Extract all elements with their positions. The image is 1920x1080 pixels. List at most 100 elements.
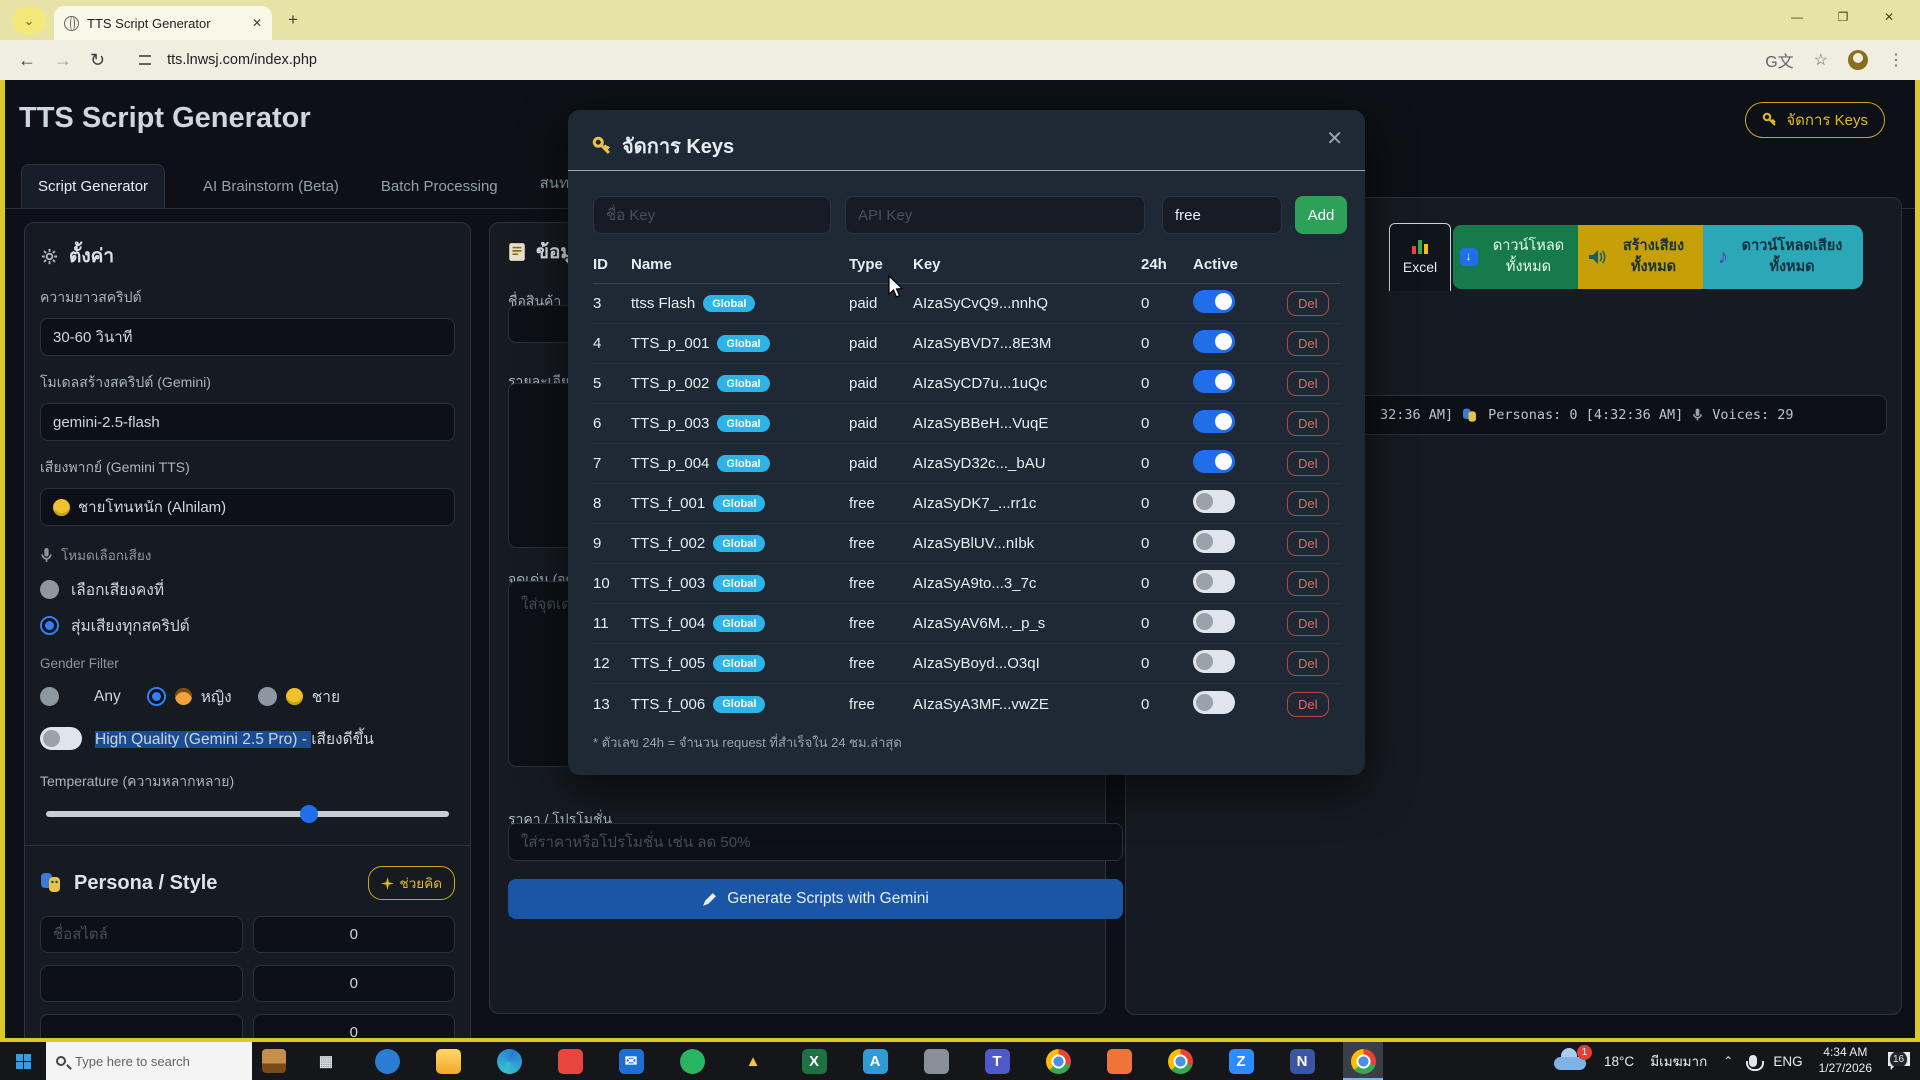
taskbar-app-button[interactable] — [1160, 1042, 1200, 1080]
taskbar-app-button[interactable] — [1038, 1042, 1078, 1080]
taskbar-search[interactable]: Type here to search — [46, 1042, 252, 1080]
active-toggle[interactable] — [1193, 690, 1235, 714]
start-button[interactable] — [0, 1053, 46, 1069]
weather-temp[interactable]: 18°C — [1604, 1053, 1635, 1069]
active-toggle[interactable] — [1193, 490, 1235, 513]
taskbar-app-button[interactable] — [1099, 1042, 1139, 1080]
delete-key-button[interactable]: Del — [1287, 491, 1329, 516]
active-toggle[interactable] — [1193, 290, 1235, 313]
active-toggle[interactable] — [1193, 650, 1235, 673]
delete-key-button[interactable]: Del — [1287, 411, 1329, 436]
excel-export-tab[interactable]: Excel — [1389, 223, 1451, 291]
tab-search-chevron-icon[interactable]: ⌄ — [12, 7, 46, 34]
site-info-icon[interactable] — [133, 48, 157, 72]
active-toggle[interactable] — [1193, 610, 1235, 633]
delete-key-button[interactable]: Del — [1287, 571, 1329, 596]
taskbar-app-button[interactable]: N — [1282, 1042, 1322, 1080]
profile-avatar[interactable] — [1848, 50, 1868, 70]
cloud-weather-icon[interactable]: 1 — [1554, 1045, 1593, 1072]
key-name-input[interactable] — [593, 196, 831, 234]
api-key-input[interactable] — [845, 196, 1145, 234]
browser-menu-icon[interactable]: ⋮ — [1888, 52, 1904, 69]
tab-item[interactable]: Batch Processing — [380, 178, 498, 195]
persona-help-button[interactable]: ช่วยคิด — [367, 866, 455, 900]
close-window-button[interactable]: ✕ — [1883, 10, 1895, 24]
minimize-button[interactable]: — — [1791, 10, 1803, 24]
back-button[interactable]: ← — [18, 49, 36, 70]
high-quality-row[interactable]: High Quality (Gemini 2.5 Pro) - เสียงดีข… — [40, 726, 455, 751]
gender-option[interactable]: Any — [40, 684, 121, 709]
model-input[interactable] — [40, 403, 455, 441]
generate-all-audio-button[interactable]: สร้างเสียง ทั้งหมด — [1578, 225, 1703, 289]
price-input[interactable] — [508, 823, 1123, 861]
delete-key-button[interactable]: Del — [1287, 611, 1329, 636]
notification-icon[interactable]: 16 — [1888, 1052, 1910, 1070]
delete-key-button[interactable]: Del — [1287, 291, 1329, 316]
taskbar-app-button[interactable] — [916, 1042, 956, 1080]
script-length-input[interactable] — [40, 318, 455, 356]
delete-key-button[interactable]: Del — [1287, 371, 1329, 396]
translate-icon[interactable]: G文 — [1765, 54, 1794, 71]
modal-close-button[interactable]: ✕ — [1326, 128, 1343, 150]
active-toggle[interactable] — [1193, 570, 1235, 593]
taskbar-app-button[interactable]: A — [855, 1042, 895, 1080]
tray-chevron-icon[interactable]: ⌃ — [1723, 1054, 1734, 1068]
weather-condition[interactable]: มีเมฆมาก — [1650, 1054, 1708, 1069]
voice-mode-option[interactable]: เลือกเสียงคงที่ — [40, 577, 455, 602]
manage-keys-button[interactable]: จัดการ Keys — [1745, 102, 1885, 138]
gender-option[interactable]: หญิง — [146, 684, 232, 709]
bookmark-star-icon[interactable]: ☆ — [1813, 52, 1828, 69]
reload-button[interactable]: ↻ — [90, 49, 106, 70]
high-quality-toggle[interactable] — [40, 727, 82, 750]
active-toggle[interactable] — [1193, 530, 1235, 553]
generate-scripts-button[interactable]: Generate Scripts with Gemini — [508, 879, 1123, 919]
taskbar-app-button[interactable]: ✉ — [611, 1042, 651, 1080]
taskbar-app-button[interactable]: X — [794, 1042, 834, 1080]
tab-item[interactable]: AI Brainstorm (Beta) — [203, 178, 339, 195]
radio-icon[interactable] — [40, 580, 59, 599]
voice-select[interactable]: ชายโทนหนัก (Alnilam) — [40, 488, 455, 526]
persona-style-input[interactable] — [40, 916, 243, 953]
slider-knob[interactable] — [299, 805, 318, 823]
tab-item[interactable]: Script Generator — [21, 164, 166, 208]
radio-icon[interactable] — [257, 687, 277, 706]
delete-key-button[interactable]: Del — [1287, 451, 1329, 476]
delete-key-button[interactable]: Del — [1287, 331, 1329, 356]
new-tab-button[interactable]: + — [288, 10, 298, 29]
active-toggle[interactable] — [1193, 330, 1235, 353]
taskbar-app-button[interactable] — [428, 1042, 468, 1080]
taskbar-app-button[interactable] — [489, 1042, 529, 1080]
language-indicator[interactable]: ENG — [1773, 1053, 1803, 1069]
persona-style-input[interactable] — [40, 965, 243, 1002]
browser-tab[interactable]: TTS Script Generator ✕ — [54, 6, 272, 40]
taskbar-app-button[interactable] — [550, 1042, 590, 1080]
delete-key-button[interactable]: Del — [1287, 651, 1329, 676]
close-tab-icon[interactable]: ✕ — [251, 16, 262, 30]
maximize-button[interactable]: ❐ — [1837, 10, 1849, 24]
search-highlights-icon[interactable] — [262, 1049, 286, 1073]
url-text[interactable]: tts.lnwsj.com/index.php — [167, 52, 317, 68]
clock[interactable]: 4:34 AM 1/27/2026 — [1819, 1045, 1872, 1076]
forward-button[interactable]: → — [54, 49, 72, 70]
radio-icon[interactable] — [40, 616, 59, 635]
download-all-button[interactable]: ↓ ดาวน์โหลด ทั้งหมด — [1453, 225, 1578, 289]
active-toggle[interactable] — [1193, 450, 1235, 473]
taskbar-app-button[interactable] — [367, 1042, 407, 1080]
taskbar-app-button[interactable]: Z — [1221, 1042, 1261, 1080]
temperature-slider[interactable] — [46, 805, 449, 823]
persona-weight-input[interactable] — [252, 965, 455, 1002]
radio-icon[interactable] — [146, 687, 166, 706]
delete-key-button[interactable]: Del — [1287, 691, 1329, 717]
active-toggle[interactable] — [1193, 410, 1235, 433]
taskbar-app-button[interactable] — [672, 1042, 712, 1080]
persona-style-input[interactable] — [40, 1014, 243, 1038]
delete-key-button[interactable]: Del — [1287, 531, 1329, 556]
mic-tray-icon[interactable] — [1746, 1055, 1765, 1071]
active-toggle[interactable] — [1193, 370, 1235, 393]
gender-option[interactable]: ชาย — [257, 684, 340, 709]
download-all-audio-button[interactable]: ♪ ดาวน์โหลดเสียง ทั้งหมด — [1703, 225, 1863, 289]
key-type-input[interactable] — [1162, 196, 1282, 234]
taskbar-app-button[interactable] — [1343, 1042, 1383, 1080]
persona-weight-input[interactable] — [252, 916, 455, 953]
radio-icon[interactable] — [40, 687, 59, 706]
